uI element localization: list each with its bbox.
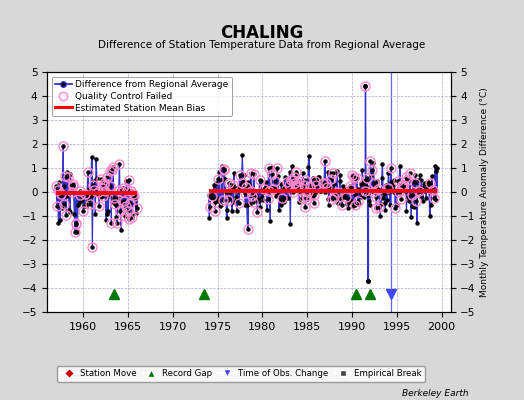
Text: Difference of Station Temperature Data from Regional Average: Difference of Station Temperature Data f… [99,40,425,50]
Legend: Station Move, Record Gap, Time of Obs. Change, Empirical Break: Station Move, Record Gap, Time of Obs. C… [57,366,425,382]
Text: CHALING: CHALING [220,24,304,42]
Y-axis label: Monthly Temperature Anomaly Difference (°C): Monthly Temperature Anomaly Difference (… [480,87,489,297]
Text: Berkeley Earth: Berkeley Earth [402,389,469,398]
Legend: Difference from Regional Average, Quality Control Failed, Estimated Station Mean: Difference from Regional Average, Qualit… [52,76,232,116]
